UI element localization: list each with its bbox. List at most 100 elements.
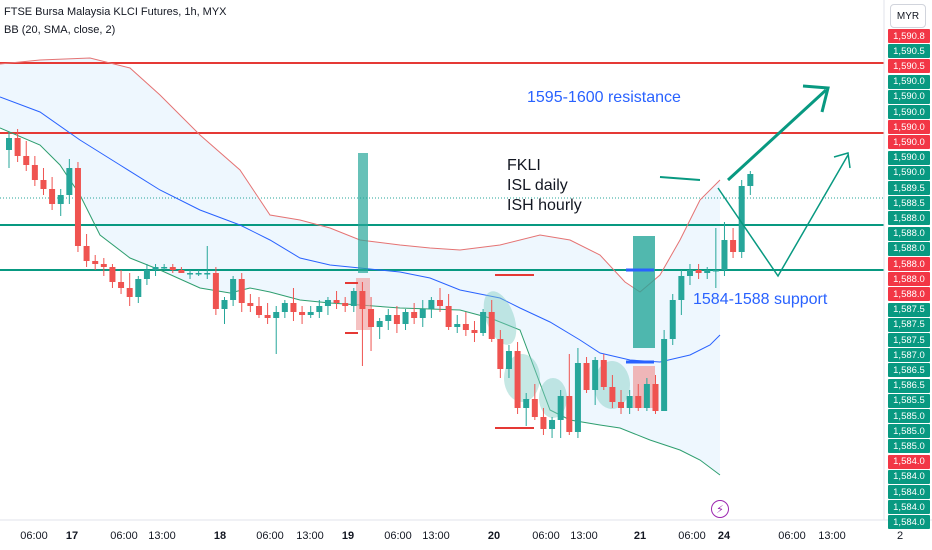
- candle-body: [126, 288, 133, 297]
- price-axis-label: 1,590.0: [888, 105, 930, 119]
- candle-body: [212, 273, 219, 309]
- price-axis-label: 1,588.0: [888, 257, 930, 271]
- price-axis-label: 1,590.0: [888, 120, 930, 135]
- time-axis-label: 13:00: [148, 530, 176, 542]
- candle-body: [161, 267, 168, 269]
- note-line-2: ISL daily: [507, 177, 568, 194]
- candle-body: [66, 168, 73, 195]
- currency-button[interactable]: MYR: [890, 4, 926, 28]
- projection-arrowhead-zigzag: [833, 152, 851, 169]
- candle-body: [316, 306, 323, 312]
- candle-body: [40, 180, 47, 189]
- candle-body: [143, 270, 150, 279]
- price-axis-label: 1,590.0: [888, 74, 930, 89]
- indicator-legend[interactable]: BB (20, SMA, close, 2): [4, 24, 116, 36]
- candle-body: [324, 300, 331, 306]
- candle-body: [342, 303, 349, 306]
- time-axis-label: 06:00: [384, 530, 412, 542]
- candle-body: [135, 279, 142, 297]
- candle-body: [428, 300, 435, 309]
- candle-body: [635, 396, 642, 408]
- candle-body: [385, 315, 392, 321]
- candle-body: [721, 240, 728, 270]
- candle-body: [118, 282, 125, 288]
- candle-body: [419, 309, 426, 318]
- candle-body: [652, 384, 659, 411]
- candle-body: [307, 312, 314, 315]
- price-axis-label: 1,584.0: [888, 515, 930, 530]
- candle-body: [730, 240, 737, 252]
- candle-body: [618, 402, 625, 408]
- candle-body: [49, 189, 56, 204]
- price-axis-label: 1,587.5: [888, 302, 930, 317]
- price-axis-label: 1,586.5: [888, 363, 930, 378]
- candle-body: [574, 363, 581, 432]
- note-line-1: FKLI: [507, 157, 541, 174]
- price-axis-label: 1,584.0: [888, 469, 930, 484]
- support-annotation: 1584-1588 support: [693, 291, 828, 308]
- candle-body: [255, 306, 262, 315]
- price-axis-label: 1,590.0: [888, 150, 930, 165]
- candle-body: [686, 270, 693, 276]
- symbol-legend[interactable]: FTSE Bursa Malaysia KLCI Futures, 1h, MY…: [4, 6, 227, 18]
- price-axis-label: 1,585.0: [888, 439, 930, 454]
- candle-body: [661, 339, 668, 411]
- drawings: [345, 84, 851, 429]
- volume-marker-bar: [358, 153, 368, 273]
- time-axis-label: 06:00: [532, 530, 560, 542]
- candle-body: [747, 174, 754, 186]
- candle-body: [505, 351, 512, 369]
- candle-body: [368, 309, 375, 327]
- price-axis-label: 1,589.5: [888, 181, 930, 195]
- candle-body: [557, 396, 564, 420]
- candle-body: [643, 384, 650, 408]
- price-axis-label: 1,586.5: [888, 378, 930, 393]
- candle-body: [100, 264, 107, 267]
- price-axis-label: 1,588.0: [888, 287, 930, 302]
- price-axis-label: 1,587.5: [888, 317, 930, 332]
- time-axis-label: 06:00: [20, 530, 48, 542]
- candle-body: [531, 399, 538, 417]
- time-axis-label: 21: [633, 530, 647, 542]
- price-axis-label: 1,585.0: [888, 409, 930, 423]
- candle-body: [57, 195, 64, 204]
- candle-body: [738, 186, 745, 252]
- candle-body: [333, 300, 340, 303]
- candle-body: [626, 396, 633, 408]
- time-axis-label: 17: [65, 530, 79, 542]
- lightning-icon[interactable]: ⚡: [711, 500, 729, 518]
- time-axis-label: 13:00: [818, 530, 846, 542]
- candle-body: [462, 324, 469, 330]
- candle-body: [290, 303, 297, 312]
- price-axis-label: 1,588.0: [888, 226, 930, 241]
- time-axis-label: 19: [341, 530, 355, 542]
- time-axis-label: 24: [717, 530, 731, 542]
- projection-zigzag: [717, 154, 849, 278]
- time-axis-label: 13:00: [296, 530, 324, 542]
- candle-body: [583, 363, 590, 390]
- candle-body: [109, 267, 116, 282]
- candle-body: [281, 303, 288, 312]
- price-axis-label: 1,585.5: [888, 393, 930, 408]
- price-axis-label: 1,587.0: [888, 348, 930, 363]
- price-axis-label: 1,587.5: [888, 333, 930, 347]
- candle-body: [600, 360, 607, 387]
- candle-body: [592, 360, 599, 390]
- candle-body: [23, 156, 30, 165]
- candle-body: [437, 300, 443, 306]
- candle-body: [704, 270, 711, 273]
- candles: [6, 129, 754, 438]
- candle-body: [83, 246, 90, 261]
- candle-body: [549, 420, 556, 429]
- candle-body: [445, 306, 452, 327]
- candle-body: [540, 417, 547, 429]
- candle-body: [230, 279, 237, 300]
- price-axis-label: 1,584.0: [888, 485, 930, 499]
- horizontal-levels: [0, 62, 884, 271]
- note-line-3: ISH hourly: [507, 197, 582, 214]
- candle-body: [204, 273, 211, 275]
- time-axis-label: 06:00: [110, 530, 138, 542]
- candle-body: [6, 138, 12, 150]
- time-axis-label: 2: [896, 530, 904, 542]
